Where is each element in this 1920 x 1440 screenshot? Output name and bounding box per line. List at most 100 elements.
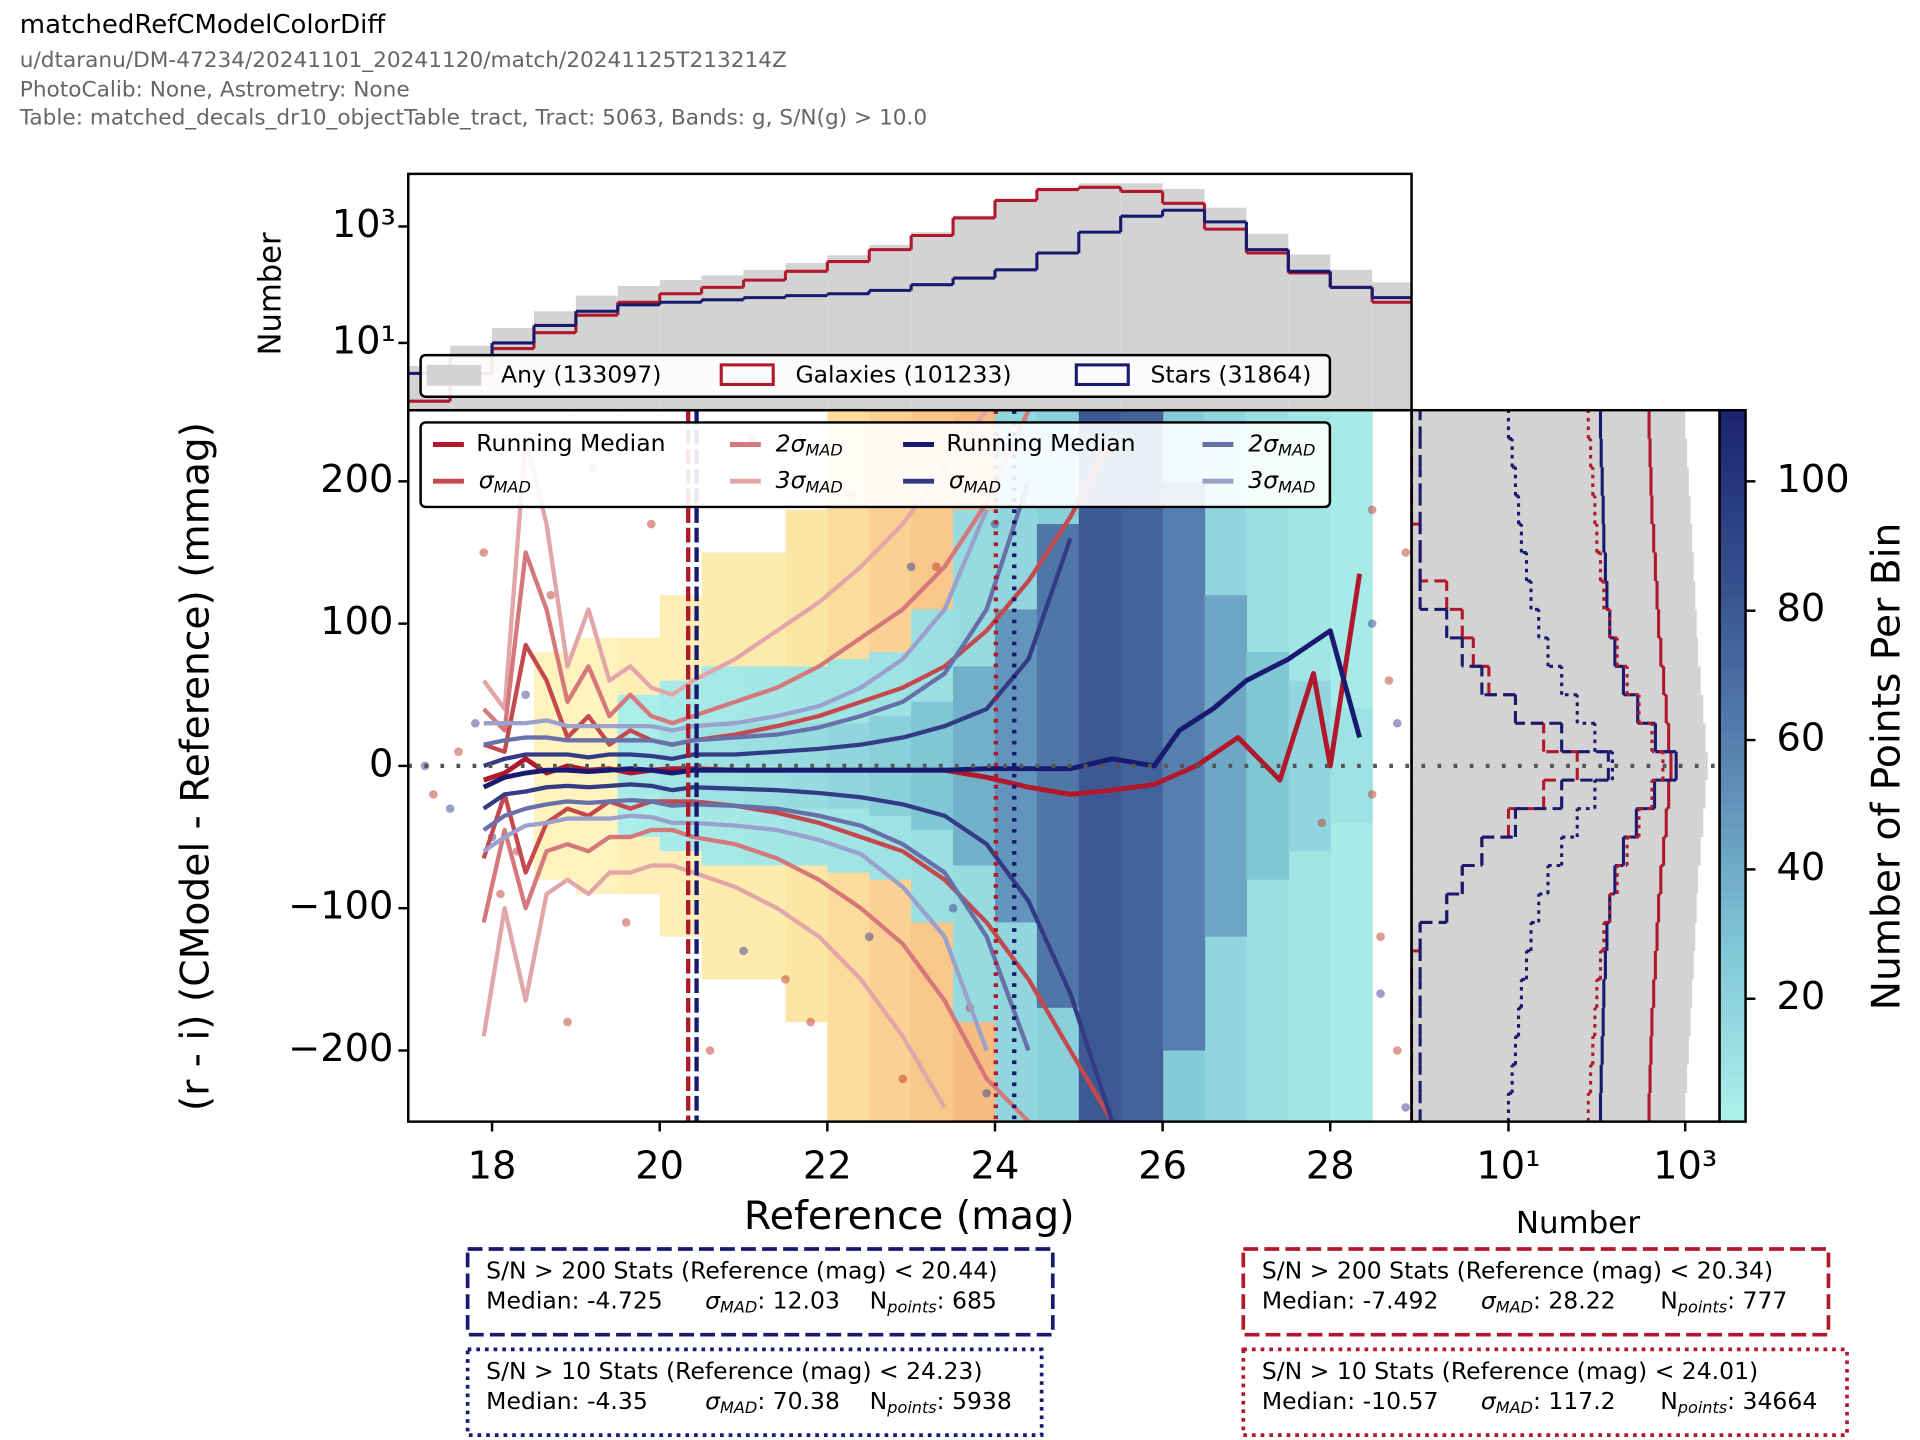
- colorbar-strip: [1719, 961, 1746, 972]
- histogram: [1411, 410, 1708, 1122]
- legend-label: 3σMAD: [1248, 466, 1315, 496]
- colorbar-strip: [1719, 659, 1746, 669]
- stats-label-sub: points: [886, 1398, 936, 1417]
- stats-label: :: [1533, 1286, 1541, 1314]
- stats-value: 70.38: [773, 1387, 840, 1415]
- stats-value: -10.57: [1363, 1387, 1439, 1415]
- colorbar-strip: [1719, 934, 1746, 945]
- colorbar-strip: [1719, 810, 1746, 821]
- hist-bar: [1411, 1007, 1691, 1037]
- stats-n: Npoints: 777: [1660, 1286, 1787, 1316]
- stats-value: 34664: [1743, 1387, 1818, 1415]
- outlier-point: [1392, 1046, 1402, 1055]
- legend-label-main: σ: [479, 466, 495, 494]
- hist-bar: [1411, 865, 1699, 894]
- outlier-point: [982, 1088, 991, 1098]
- colorbar-strip: [1719, 890, 1746, 901]
- stats-sigma: σMAD: 12.03: [705, 1286, 840, 1316]
- figure-title: matchedRefCModelColorDiff: [20, 10, 387, 40]
- outlier-point: [454, 747, 463, 756]
- legend-label-main: σ: [949, 466, 965, 494]
- hist-bar: [1411, 780, 1706, 809]
- colorbar-strip: [1719, 970, 1746, 981]
- outlier-point: [948, 903, 958, 913]
- stats-label: N: [870, 1286, 888, 1314]
- legend-label: Running Median: [476, 429, 665, 457]
- outlier-point: [1317, 818, 1327, 828]
- outlier-point: [1367, 790, 1377, 799]
- colorbar-strip: [1719, 1068, 1746, 1078]
- x-axis-label: Number: [1516, 1205, 1641, 1241]
- hist-bar: [1411, 694, 1704, 724]
- legend-label-main: 3σ: [776, 466, 807, 494]
- y-axis-label: (r - i) (CModel - Reference) (mmag): [172, 422, 218, 1111]
- stats-median: Median: -4.35: [486, 1387, 648, 1415]
- stats-value: 5938: [952, 1387, 1012, 1415]
- stats-label: Median:: [1262, 1286, 1355, 1314]
- hist-bar: [1411, 552, 1694, 581]
- stats-label: σ: [705, 1286, 721, 1314]
- x-tick-label: 26: [1138, 1144, 1187, 1188]
- legend-swatch: [719, 363, 775, 387]
- sigma-line: [481, 863, 947, 1109]
- legend-swatch: [426, 364, 482, 386]
- legend-box: [419, 421, 1332, 509]
- hist-bar: [1411, 723, 1706, 752]
- colorbar-strip: [1719, 908, 1746, 918]
- legend-label: σMAD: [949, 466, 1001, 496]
- colorbar-strip: [1719, 872, 1746, 883]
- stats-box-frame: [465, 1247, 1055, 1337]
- colorbar-strip: [1719, 1050, 1746, 1061]
- colorbar-strip: [1719, 845, 1746, 856]
- outlier-point: [496, 889, 505, 899]
- hist-bar: [1411, 609, 1697, 638]
- stats-n: Npoints: 5938: [870, 1387, 1012, 1417]
- stats-value: 28.22: [1548, 1286, 1615, 1314]
- stats-box: S/N > 200 Stats (Reference (mag) < 20.34…: [1241, 1247, 1831, 1337]
- stats-label: σ: [1481, 1387, 1497, 1415]
- stats-median: Median: -4.725: [486, 1286, 663, 1314]
- colorbar-strip: [1719, 774, 1746, 785]
- hist-bar: [1411, 950, 1694, 980]
- outlier-point: [1367, 505, 1377, 515]
- sigma-line: [483, 537, 1073, 768]
- stats-label-sub: MAD: [720, 1297, 757, 1316]
- hist-bar: [1330, 269, 1373, 411]
- outlier-point: [646, 519, 656, 529]
- legend-label: Running Median: [946, 429, 1135, 457]
- colorbar-strip: [1719, 596, 1746, 607]
- stats-label: :: [1727, 1387, 1735, 1415]
- colorbar-strip: [1719, 1077, 1746, 1087]
- colorbar-strip: [1719, 801, 1746, 812]
- subtitle: Table: matched_decals_dr10_objectTable_t…: [19, 106, 927, 131]
- colorbar-strip: [1719, 614, 1746, 625]
- outlier-point: [1376, 989, 1385, 998]
- stats-label: :: [1727, 1286, 1735, 1314]
- legend-label-sub: MAD: [494, 477, 531, 496]
- outlier-point: [1401, 1103, 1411, 1112]
- colorbar-strip: [1719, 605, 1746, 616]
- outlier-point: [470, 718, 480, 728]
- outlier-point: [521, 690, 530, 700]
- legend-label-sub: MAD: [1278, 440, 1315, 459]
- stats-title: S/N > 200 Stats (Reference (mag) < 20.44…: [486, 1257, 997, 1285]
- stats-label: N: [1660, 1387, 1678, 1415]
- colorbar-strip: [1719, 410, 1746, 420]
- colorbar-tick-label: 80: [1776, 586, 1825, 630]
- stats-box-frame: [1241, 1247, 1831, 1337]
- outlier-point: [429, 790, 438, 799]
- stats-n: Npoints: 34664: [1660, 1387, 1817, 1417]
- outlier-point: [906, 562, 916, 572]
- stats-label-sub: points: [1677, 1297, 1727, 1316]
- legend-label: 3σMAD: [776, 466, 843, 496]
- colorbar-strip: [1719, 899, 1746, 909]
- stats-value: -4.35: [587, 1387, 648, 1415]
- colorbar-strip: [1719, 454, 1746, 465]
- y-tick-label: 0: [369, 742, 393, 786]
- sigma-line: [482, 782, 1115, 1122]
- outlier-point: [739, 946, 748, 956]
- x-tick-label: 10³: [1653, 1144, 1717, 1188]
- outlier-point: [705, 1046, 715, 1055]
